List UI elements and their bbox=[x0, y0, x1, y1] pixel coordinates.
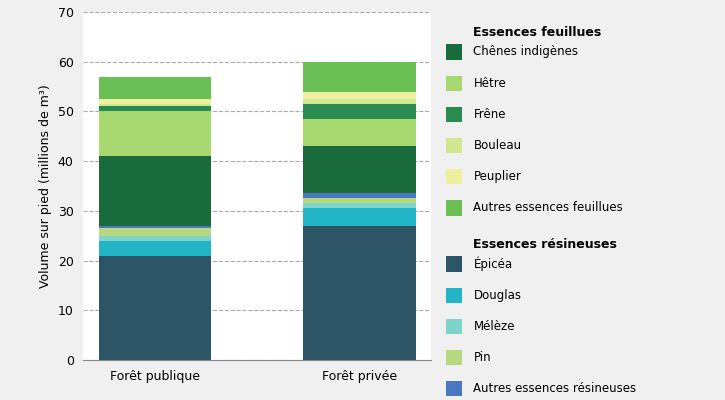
Bar bbox=[99, 77, 212, 99]
Bar bbox=[303, 62, 415, 92]
Bar bbox=[99, 156, 212, 226]
Text: Épicéa: Épicéa bbox=[473, 257, 513, 271]
Text: Bouleau: Bouleau bbox=[473, 139, 521, 152]
Text: Essences feuillues: Essences feuillues bbox=[473, 26, 602, 39]
Y-axis label: Volume sur pied (millions de m³): Volume sur pied (millions de m³) bbox=[39, 84, 52, 288]
Text: Peuplier: Peuplier bbox=[473, 170, 521, 183]
Text: Autres essences feuillues: Autres essences feuillues bbox=[473, 202, 624, 214]
Bar bbox=[303, 208, 415, 226]
Bar bbox=[303, 198, 415, 203]
Bar bbox=[99, 226, 212, 228]
Bar bbox=[303, 203, 415, 208]
Text: Douglas: Douglas bbox=[473, 289, 521, 302]
Bar bbox=[99, 104, 212, 106]
Bar bbox=[99, 236, 212, 241]
Bar bbox=[303, 226, 415, 360]
Bar bbox=[303, 104, 415, 119]
Bar bbox=[99, 106, 212, 112]
Text: Autres essences résineuses: Autres essences résineuses bbox=[473, 382, 637, 395]
Text: Mélèze: Mélèze bbox=[473, 320, 515, 333]
Text: Essences résineuses: Essences résineuses bbox=[473, 238, 617, 251]
Bar bbox=[303, 119, 415, 146]
Bar bbox=[99, 256, 212, 360]
Bar bbox=[99, 228, 212, 236]
Text: Chênes indigènes: Chênes indigènes bbox=[473, 46, 579, 58]
Text: Pin: Pin bbox=[473, 351, 491, 364]
Bar bbox=[303, 194, 415, 198]
Text: Hêtre: Hêtre bbox=[473, 77, 506, 90]
Bar bbox=[303, 92, 415, 99]
Text: Frêne: Frêne bbox=[473, 108, 506, 121]
Bar bbox=[99, 99, 212, 104]
Bar bbox=[303, 146, 415, 194]
Bar bbox=[303, 99, 415, 104]
Bar bbox=[99, 241, 212, 256]
Bar bbox=[99, 112, 212, 156]
